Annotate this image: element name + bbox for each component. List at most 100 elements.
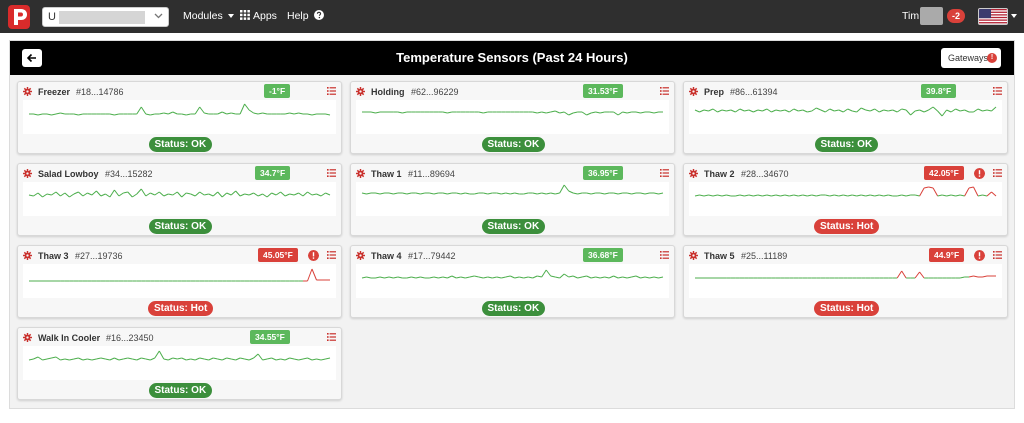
sparkline-segment [896,108,902,113]
gear-icon[interactable] [356,87,365,96]
sparkline-segment [757,194,763,197]
sparkline-segment [577,276,583,279]
sparkline-segment [325,357,331,360]
sparkline-segment [581,111,587,116]
user-name[interactable]: Tim [902,10,920,22]
sparkline-segment [82,192,88,197]
sparkline-segment [968,275,974,278]
sparkline-segment [635,275,641,279]
alert-icon[interactable] [308,250,319,261]
modules-menu[interactable]: Modules [183,10,234,22]
notification-badge[interactable]: -2 [947,9,965,23]
temperature-badge: 34.7°F [255,166,291,180]
sparkline-segment [888,109,893,112]
sparkline-segment [293,358,299,361]
sparkline-segment [284,112,290,115]
sparkline-segment [199,191,205,196]
list-icon[interactable] [660,169,669,177]
sparkline-segment [465,276,470,279]
sparkline-segment [388,192,394,195]
sparkline-segment [244,358,250,361]
alert-icon[interactable] [974,250,985,261]
question-circle-icon [313,10,324,20]
list-icon[interactable] [993,251,1002,259]
list-icon[interactable] [327,333,336,341]
list-icon[interactable] [327,87,336,95]
alert-icon[interactable] [974,168,985,179]
gear-icon[interactable] [23,333,32,342]
sparkline-segment [973,186,979,197]
sparkline-segment [699,194,705,197]
list-icon[interactable] [993,87,1002,95]
gear-icon[interactable] [689,87,698,96]
sparkline-segment [100,193,106,197]
sensor-card[interactable]: Thaw 4 #17...79442 36.68°F Status: OK [350,245,675,318]
sparkline-segment [928,186,934,189]
sensor-card[interactable]: Thaw 5 #25...11189 44.9°F Status: Hot [683,245,1008,318]
sparkline-segment [514,192,520,195]
sparkline-segment [550,110,556,113]
sensors-panel: Temperature Sensors (Past 24 Hours) Gate… [9,40,1015,409]
sparkline-segment [622,111,628,114]
sparkline-segment [487,276,493,279]
gateways-button[interactable]: Gateways ! [941,48,1001,68]
sparkline-segment [73,191,79,195]
sparkline-segment [501,192,506,195]
sparkline-segment [617,276,623,279]
caret-down-icon[interactable] [1011,14,1017,18]
list-icon[interactable] [327,169,336,177]
us-flag-icon[interactable] [978,8,1008,25]
sparkline-segment [366,192,372,195]
sparkline-segment [231,358,236,361]
sparkline-segment [109,357,115,361]
back-button[interactable] [22,49,42,67]
organization-select[interactable]: U [42,7,169,27]
sensor-card[interactable]: Thaw 3 #27...19736 45.05°F Status: Hot [17,245,342,318]
gear-icon[interactable] [689,169,698,178]
gear-icon[interactable] [23,87,32,96]
sensor-card[interactable]: Freezer #18...14786 -1°F Status: OK [17,81,342,154]
sparkline-segment [644,276,650,279]
sensor-card[interactable]: Prep #86...61394 39.8°F Status: OK [683,81,1008,154]
sparkline-segment [248,109,254,114]
sparkline-segment [33,113,39,116]
sensor-card[interactable]: Salad Lowboy #34...15282 34.7°F Status: OK [17,163,342,236]
status-badge: Status: OK [481,137,546,152]
apps-menu[interactable]: Apps [240,10,277,22]
list-icon[interactable] [327,251,336,259]
gear-icon[interactable] [356,169,365,178]
gear-icon[interactable] [23,169,32,178]
sparkline-segment [771,194,777,197]
temperature-sparkline [23,182,336,216]
sparkline-segment [798,194,803,197]
avatar[interactable] [920,7,943,25]
sparkline-segment [766,194,772,197]
sparkline-segment [100,357,106,360]
sensor-card[interactable]: Holding #62...96229 31.53°F Status: OK [350,81,675,154]
list-icon[interactable] [660,251,669,259]
sparkline-segment [829,108,835,112]
sensor-card[interactable]: Walk In Cooler #16...23450 34.55°F Status: … [17,327,342,400]
sparkline-segment [968,186,974,189]
list-icon[interactable] [993,169,1002,177]
sparkline-segment [221,357,227,361]
list-icon[interactable] [660,87,669,95]
sparkline-segment [730,109,736,113]
sparkline-segment [901,108,907,111]
sparkline-segment [73,357,79,360]
gear-icon[interactable] [23,251,32,260]
sensor-card[interactable]: Thaw 1 #11...89694 36.95°F Status: OK [350,163,675,236]
app-logo[interactable] [8,5,30,29]
gear-icon[interactable] [356,251,365,260]
sparkline-segment [239,103,246,115]
sparkline-segment [546,192,551,195]
help-menu[interactable]: Help [287,10,324,22]
sparkline-segment [465,192,470,195]
sparkline-segment [554,110,560,114]
sparkline-segment [298,192,304,197]
gear-icon[interactable] [689,251,698,260]
sparkline-segment [631,192,637,195]
sparkline-segment [33,356,39,360]
sensor-card[interactable]: Thaw 2 #28...34670 42.05°F Status: Hot [683,163,1008,236]
sparkline-segment [460,276,466,279]
